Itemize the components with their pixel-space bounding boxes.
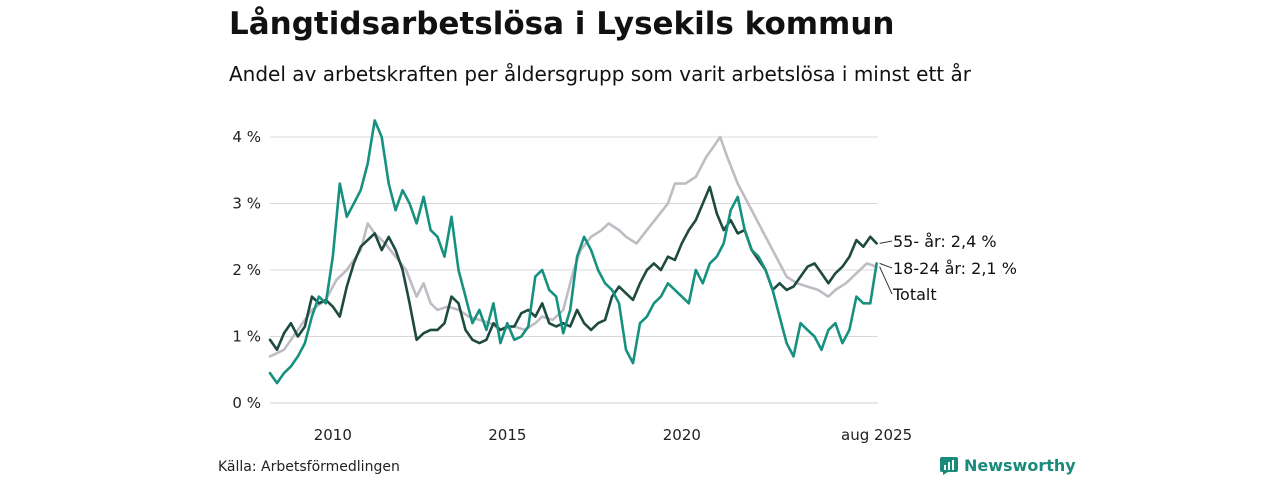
x-tick-label: aug 2025 <box>841 426 912 444</box>
leader-line <box>879 266 893 295</box>
leader-line <box>879 240 893 244</box>
x-tick-label: 2010 <box>314 426 352 444</box>
y-tick-label: 2 % <box>232 261 261 279</box>
newsworthy-icon <box>940 456 958 475</box>
leader-line <box>879 262 893 269</box>
x-tick-label: 2020 <box>663 426 701 444</box>
y-tick-label: 4 % <box>232 128 261 146</box>
series-lines <box>268 119 878 385</box>
x-tick-label: 2015 <box>488 426 526 444</box>
end-label-age55: 55- år: 2,4 % <box>893 232 997 251</box>
x-axis-ticks: 2010 2015 2020 aug 2025 <box>314 426 912 444</box>
y-tick-label: 0 % <box>232 394 261 412</box>
source-note: Källa: Arbetsförmedlingen <box>218 459 400 475</box>
end-label-age1824: 18-24 år: 2,1 % <box>893 259 1017 278</box>
y-tick-label: 3 % <box>232 195 261 213</box>
series-line-age55 <box>268 185 878 352</box>
y-tick-label: 1 % <box>232 328 261 346</box>
chart-subtitle: Andel av arbetskraften per åldersgrupp s… <box>229 62 971 86</box>
brand-logo: Newsworthy <box>940 456 1076 475</box>
end-label-totalt: Totalt <box>892 285 937 304</box>
brand-name: Newsworthy <box>964 456 1076 475</box>
y-axis-ticks: 0 % 1 % 2 % 3 % 4 % <box>232 128 261 412</box>
end-labels: Totalt 55- år: 2,4 % 18-24 år: 2,1 % <box>879 232 1017 304</box>
chart-title: Långtidsarbetslösa i Lysekils kommun <box>229 6 895 42</box>
series-line-age1824 <box>268 119 878 385</box>
series-line-totalt <box>268 135 878 358</box>
